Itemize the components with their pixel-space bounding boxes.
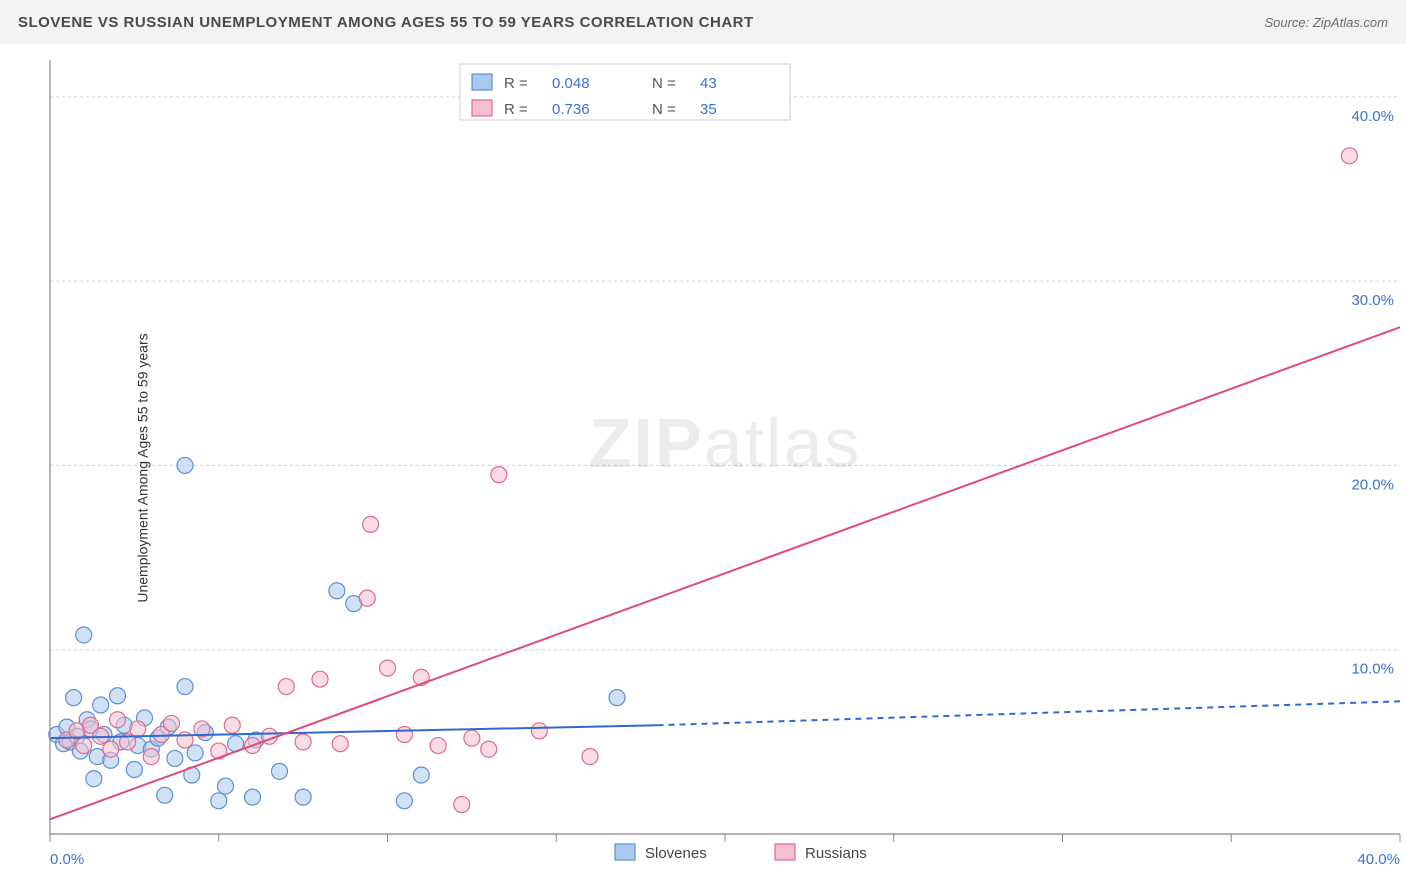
y-tick-label: 20.0% <box>1351 476 1394 493</box>
scatter-point <box>295 789 311 805</box>
legend-r-label: R = <box>504 75 528 92</box>
trend-line-dashed <box>658 701 1401 725</box>
watermark: ZIPatlas <box>589 404 862 482</box>
scatter-point <box>454 797 470 813</box>
trend-line <box>50 327 1400 819</box>
legend-swatch <box>472 100 492 116</box>
scatter-point <box>1341 148 1357 164</box>
header-bar: SLOVENE VS RUSSIAN UNEMPLOYMENT AMONG AG… <box>0 0 1406 44</box>
legend-n-label: N = <box>652 101 676 118</box>
source-prefix: Source: <box>1264 15 1312 30</box>
scatter-point <box>211 793 227 809</box>
legend-r-value: 0.048 <box>552 75 590 92</box>
x-tick-label: 40.0% <box>1357 851 1400 868</box>
scatter-point <box>177 457 193 473</box>
scatter-point <box>110 712 126 728</box>
source-credit: Source: ZipAtlas.com <box>1264 15 1388 30</box>
scatter-point <box>332 736 348 752</box>
scatter-point <box>531 723 547 739</box>
scatter-point <box>380 660 396 676</box>
bottom-legend-label: Russians <box>805 845 867 862</box>
legend-r-label: R = <box>504 101 528 118</box>
scatter-point <box>272 763 288 779</box>
scatter-point <box>245 789 261 805</box>
scatter-point <box>329 583 345 599</box>
legend-r-value: 0.736 <box>552 101 590 118</box>
scatter-point <box>464 730 480 746</box>
scatter-point <box>396 793 412 809</box>
source-name: ZipAtlas.com <box>1313 15 1388 30</box>
scatter-point <box>295 734 311 750</box>
scatter-point <box>157 787 173 803</box>
chart-title: SLOVENE VS RUSSIAN UNEMPLOYMENT AMONG AG… <box>18 14 754 31</box>
scatter-point <box>224 717 240 733</box>
scatter-point <box>582 749 598 765</box>
scatter-point <box>413 767 429 783</box>
scatter-point <box>143 749 159 765</box>
plot-area: Unemployment Among Ages 55 to 59 years 1… <box>0 44 1406 892</box>
legend-n-label: N = <box>652 75 676 92</box>
scatter-point <box>86 771 102 787</box>
legend-n-value: 43 <box>700 75 717 92</box>
scatter-point <box>218 778 234 794</box>
scatter-point <box>76 738 92 754</box>
legend-n-value: 35 <box>700 101 717 118</box>
scatter-point <box>481 741 497 757</box>
x-tick-label: 0.0% <box>50 851 84 868</box>
y-axis-label: Unemployment Among Ages 55 to 59 years <box>135 333 151 602</box>
scatter-point <box>396 726 412 742</box>
scatter-point <box>363 516 379 532</box>
y-tick-label: 30.0% <box>1351 292 1394 309</box>
chart-svg: 10.0% 20.0% 30.0% 40.0% ZIPatlas 0.0% 40.0% R =… <box>0 44 1406 892</box>
scatter-point <box>609 690 625 706</box>
y-tick-label: 10.0% <box>1351 661 1394 678</box>
scatter-point <box>110 688 126 704</box>
scatter-point <box>278 679 294 695</box>
scatter-point <box>126 762 142 778</box>
bottom-legend-label: Slovenes <box>645 845 707 862</box>
scatter-point <box>167 750 183 766</box>
scatter-point <box>93 697 109 713</box>
bottom-legend-swatch <box>775 844 795 860</box>
scatter-point <box>312 671 328 687</box>
scatter-point <box>130 721 146 737</box>
legend-swatch <box>472 74 492 90</box>
bottom-legend-swatch <box>615 844 635 860</box>
scatter-point <box>177 679 193 695</box>
scatter-point <box>76 627 92 643</box>
scatter-point <box>66 690 82 706</box>
scatter-point <box>359 590 375 606</box>
scatter-point <box>491 467 507 483</box>
scatter-point <box>430 738 446 754</box>
y-tick-label: 40.0% <box>1351 108 1394 125</box>
scatter-point <box>164 715 180 731</box>
scatter-point <box>103 741 119 757</box>
